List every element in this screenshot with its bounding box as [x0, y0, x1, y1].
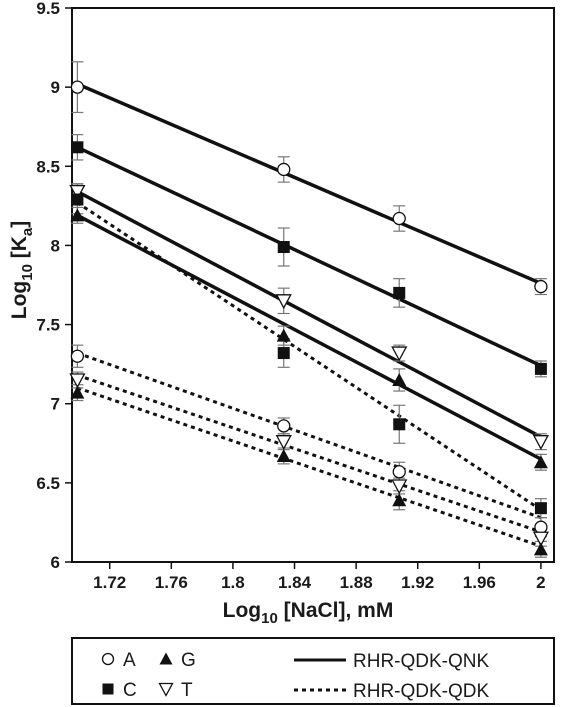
data-point-t-rhr-qdk-qdk	[275, 435, 292, 451]
x-axis-ticks: 1.72 1.76 1.8 1.84 1.88 1.92 1.96 2	[93, 562, 546, 592]
data-point-g-rhr-qdk-qdk	[533, 542, 548, 556]
legend-label-t: T	[181, 680, 193, 701]
x-tick-label: 1.76	[155, 573, 188, 592]
y-tick-label: 9.5	[36, 0, 60, 18]
legend-marker-a	[101, 652, 115, 666]
legend-marker-g	[159, 652, 173, 665]
x-axis-title: Log10 [NaCl], mM	[223, 599, 394, 627]
x-tick-label: 1.84	[278, 573, 312, 592]
data-point-t-rhr-qdk-qnk	[391, 346, 408, 362]
y-tick-label: 8.5	[36, 157, 60, 176]
data-point-g-rhr-qdk-qnk	[392, 372, 407, 386]
legend-box	[71, 637, 555, 705]
data-point-c-rhr-qdk-qdk	[393, 418, 406, 431]
y-tick-label: 8	[51, 236, 60, 255]
y-tick-label: 7.5	[36, 316, 60, 335]
y-tick-label: 9	[51, 78, 60, 97]
legend-marker-c	[102, 683, 114, 695]
x-tick-label: 1.88	[340, 573, 373, 592]
x-tick-label: 2	[536, 573, 545, 592]
x-tick-label: 1.8	[221, 573, 245, 592]
data-markers	[69, 80, 549, 556]
data-point-a-rhr-qdk-qdk	[70, 349, 85, 363]
fit-line-t-rhr-qdk-qnk	[76, 190, 542, 439]
data-point-c-rhr-qdk-qdk	[277, 347, 290, 360]
legend-marker-t	[158, 682, 174, 697]
data-point-g-rhr-qdk-qdk	[276, 448, 291, 462]
fit-line-a-rhr-qdk-qnk	[76, 82, 542, 286]
data-point-g-rhr-qdk-qnk	[276, 328, 291, 342]
legend-label-g: G	[181, 650, 196, 671]
data-point-t-rhr-qdk-qnk	[69, 184, 86, 200]
plot-frame	[71, 7, 555, 563]
plot-area-border	[71, 7, 555, 563]
data-point-t-rhr-qdk-qdk	[69, 373, 86, 389]
data-point-c-rhr-qdk-qnk	[534, 362, 547, 375]
data-point-t-rhr-qdk-qnk	[275, 294, 292, 310]
fit-line-g-rhr-qdk-qdk	[76, 386, 542, 548]
fit-line-c-rhr-qdk-qdk	[76, 201, 542, 512]
data-point-t-rhr-qdk-qdk	[532, 531, 549, 547]
legend-line-label: RHR-QDK-QNK	[353, 651, 489, 672]
data-point-c-rhr-qdk-qnk	[393, 286, 406, 299]
data-point-t-rhr-qdk-qnk	[532, 435, 549, 451]
data-point-c-rhr-qdk-qnk	[277, 241, 290, 254]
data-point-a-rhr-qdk-qdk	[392, 465, 406, 479]
data-point-a-rhr-qdk-qnk	[392, 211, 406, 226]
x-tick-label: 1.96	[463, 573, 496, 592]
data-point-g-rhr-qdk-qnk	[70, 208, 85, 222]
data-point-a-rhr-qdk-qdk	[277, 419, 291, 433]
data-point-c-rhr-qdk-qdk	[71, 193, 84, 206]
fit-line-t-rhr-qdk-qdk	[76, 373, 542, 534]
fit-lines	[76, 82, 542, 548]
fit-line-a-rhr-qdk-qdk	[76, 351, 542, 520]
x-tick-label: 1.92	[401, 573, 434, 592]
data-point-g-rhr-qdk-qnk	[533, 455, 548, 469]
data-point-a-rhr-qdk-qnk	[534, 279, 548, 294]
data-point-c-rhr-qdk-qdk	[534, 502, 547, 515]
legend: A G C T RHR-QDK-QNK RHR-QDK-QDK	[71, 637, 555, 705]
y-tick-label: 6.5	[36, 474, 60, 493]
y-tick-label: 6	[51, 553, 60, 572]
legend-line-label: RHR-QDK-QDK	[353, 681, 489, 702]
data-point-g-rhr-qdk-qdk	[70, 385, 85, 399]
error-bars	[71, 61, 547, 558]
legend-label-c: C	[123, 680, 137, 701]
y-tick-label: 7	[51, 395, 60, 414]
fit-line-c-rhr-qdk-qnk	[76, 145, 542, 368]
data-point-a-rhr-qdk-qdk	[534, 520, 548, 534]
data-point-a-rhr-qdk-qnk	[70, 80, 85, 94]
fit-line-g-rhr-qdk-qnk	[76, 213, 542, 461]
x-tick-label: 1.72	[93, 573, 126, 592]
data-point-c-rhr-qdk-qnk	[71, 141, 84, 154]
legend-label-a: A	[123, 650, 136, 671]
data-point-t-rhr-qdk-qdk	[391, 479, 408, 495]
data-point-a-rhr-qdk-qnk	[277, 162, 291, 177]
y-axis-title: Log10 [Ka]	[8, 221, 36, 320]
y-axis-ticks: 6 6.5 7 7.5 8 8.5 9 9.5	[36, 0, 72, 572]
data-point-g-rhr-qdk-qdk	[392, 493, 407, 507]
